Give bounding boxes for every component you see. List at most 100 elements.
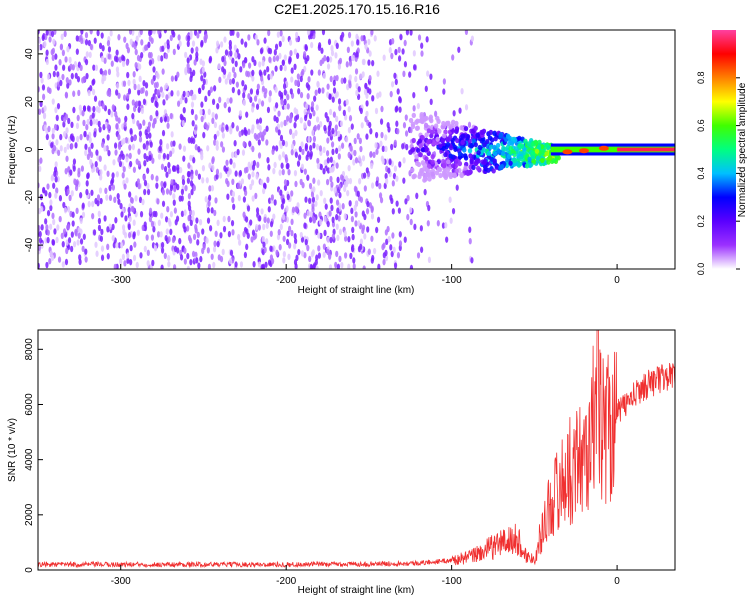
heatmap-cell (49, 250, 53, 257)
heatmap-cell (275, 145, 279, 152)
heatmap-cell (402, 177, 406, 184)
heatmap-cell (116, 82, 120, 89)
y-tick-label: 8000 (24, 338, 35, 361)
heatmap-cell (121, 172, 125, 179)
heatmap-cell (223, 36, 227, 43)
heatmap-cell (191, 120, 195, 127)
snr-plot-area (38, 330, 675, 570)
heatmap-cell (237, 194, 241, 202)
heatmap-cell (261, 85, 266, 93)
heatmap-cell (256, 123, 260, 130)
heatmap-cell (316, 116, 320, 123)
heatmap-cell (420, 50, 424, 57)
heatmap-cell (295, 31, 299, 39)
heatmap-cell (384, 229, 388, 236)
signal-blob (579, 148, 589, 154)
heatmap-cell (416, 102, 420, 110)
heatmap-cell (214, 230, 218, 238)
heatmap-cell (257, 224, 261, 231)
heatmap-cell (458, 107, 462, 114)
heatmap-cell (138, 63, 142, 70)
heatmap-cell (43, 40, 47, 48)
heatmap-cell (353, 149, 357, 157)
heatmap-cell (201, 60, 206, 67)
heatmap-cell (117, 143, 122, 150)
heatmap-cell (234, 261, 238, 268)
heatmap-cell (64, 258, 69, 266)
heatmap-cell (84, 39, 89, 46)
heatmap-cell (319, 163, 323, 171)
heatmap-cell (331, 127, 335, 135)
heatmap-cell (114, 217, 118, 224)
heatmap-cell (151, 259, 155, 267)
heatmap-cell (463, 126, 469, 132)
heatmap-cell (172, 48, 176, 56)
heatmap-cell (155, 110, 159, 117)
heatmap-cell (100, 55, 105, 63)
heatmap-cell (293, 107, 297, 114)
heatmap-cell (205, 237, 209, 244)
heatmap-cell (95, 118, 99, 126)
heatmap-cell (137, 89, 141, 96)
heatmap-cell (47, 125, 51, 133)
heatmap-cell (199, 255, 203, 263)
heatmap-cell (403, 61, 408, 68)
heatmap-cell (269, 230, 273, 237)
heatmap-cell (335, 199, 340, 206)
heatmap-cell (38, 237, 43, 244)
heatmap-cell (430, 171, 436, 177)
heatmap-cell (287, 253, 291, 261)
heatmap-cell (327, 38, 332, 46)
heatmap-cell (75, 35, 79, 42)
heatmap-cell (316, 157, 320, 165)
heatmap-cell (305, 154, 309, 161)
heatmap-cell (256, 161, 260, 169)
heatmap-cell (395, 120, 399, 127)
heatmap-cell (544, 151, 549, 157)
heatmap-cell (81, 77, 85, 84)
heatmap-cell (234, 60, 238, 68)
heatmap-cell (52, 218, 56, 226)
heatmap-cell (70, 72, 74, 80)
heatmap-cell (351, 54, 355, 62)
heatmap-cell (244, 129, 248, 137)
heatmap-cell (354, 211, 358, 218)
heatmap-cell (241, 79, 245, 87)
heatmap-cell (430, 159, 435, 165)
heatmap-cell (133, 241, 137, 248)
heatmap-cell (245, 216, 249, 223)
heatmap-cell (184, 68, 188, 76)
heatmap-cell (66, 82, 70, 89)
heatmap-cell (216, 103, 220, 110)
heatmap-cell (39, 43, 43, 51)
heatmap-cell (235, 81, 239, 88)
heatmap-cell (89, 30, 93, 35)
heatmap-cell (265, 125, 269, 132)
heatmap-cell (157, 55, 161, 62)
heatmap-cell (86, 118, 90, 126)
heatmap-cell (443, 129, 448, 135)
heatmap-cell (288, 242, 292, 249)
heatmap-cell (464, 170, 470, 176)
heatmap-cell (382, 54, 386, 61)
heatmap-cell (216, 240, 220, 248)
heatmap-cell (45, 133, 49, 141)
heatmap-cell (266, 66, 270, 73)
heatmap-cell (404, 198, 408, 205)
heatmap-cell (286, 93, 290, 101)
heatmap-cell (98, 42, 103, 50)
heatmap-cell (297, 248, 301, 256)
heatmap-cell (243, 167, 248, 174)
heatmap-cell (214, 113, 218, 120)
heatmap-cell (207, 108, 211, 116)
heatmap-cell (448, 153, 453, 159)
heatmap-x-ticks: -300 -200 -100 0 (111, 264, 620, 286)
heatmap-cell (46, 183, 50, 190)
heatmap-cell (140, 87, 144, 95)
heatmap-cell (139, 252, 143, 259)
heatmap-cell (226, 97, 230, 104)
heatmap-cell (374, 107, 379, 115)
heatmap-cell (317, 252, 321, 259)
heatmap-cell (464, 30, 469, 36)
heatmap-cell (38, 244, 41, 251)
